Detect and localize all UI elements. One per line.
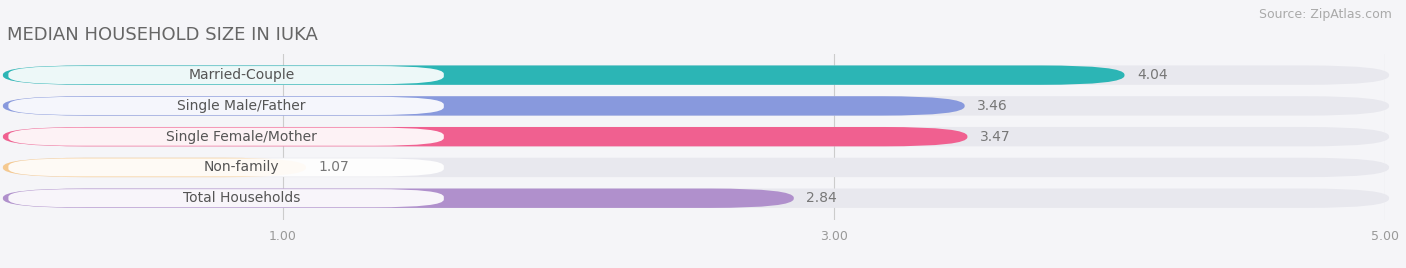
Text: Single Male/Father: Single Male/Father xyxy=(177,99,305,113)
Text: Single Female/Mother: Single Female/Mother xyxy=(166,130,316,144)
Text: Married-Couple: Married-Couple xyxy=(188,68,294,82)
FancyBboxPatch shape xyxy=(3,96,1389,116)
FancyBboxPatch shape xyxy=(3,188,1389,208)
FancyBboxPatch shape xyxy=(3,127,1389,146)
Text: MEDIAN HOUSEHOLD SIZE IN IUKA: MEDIAN HOUSEHOLD SIZE IN IUKA xyxy=(7,26,318,44)
FancyBboxPatch shape xyxy=(8,189,444,207)
FancyBboxPatch shape xyxy=(8,158,444,177)
FancyBboxPatch shape xyxy=(8,128,444,146)
FancyBboxPatch shape xyxy=(3,96,965,116)
Text: 4.04: 4.04 xyxy=(1137,68,1167,82)
Text: Non-family: Non-family xyxy=(204,161,278,174)
Text: Total Households: Total Households xyxy=(183,191,299,205)
FancyBboxPatch shape xyxy=(3,65,1125,85)
FancyBboxPatch shape xyxy=(3,188,794,208)
FancyBboxPatch shape xyxy=(8,97,444,115)
Text: Source: ZipAtlas.com: Source: ZipAtlas.com xyxy=(1258,8,1392,21)
Text: 2.84: 2.84 xyxy=(806,191,837,205)
FancyBboxPatch shape xyxy=(3,65,1389,85)
FancyBboxPatch shape xyxy=(3,158,1389,177)
FancyBboxPatch shape xyxy=(3,158,307,177)
FancyBboxPatch shape xyxy=(3,127,967,146)
FancyBboxPatch shape xyxy=(8,66,444,84)
Text: 3.46: 3.46 xyxy=(977,99,1008,113)
Text: 3.47: 3.47 xyxy=(980,130,1011,144)
Text: 1.07: 1.07 xyxy=(318,161,349,174)
